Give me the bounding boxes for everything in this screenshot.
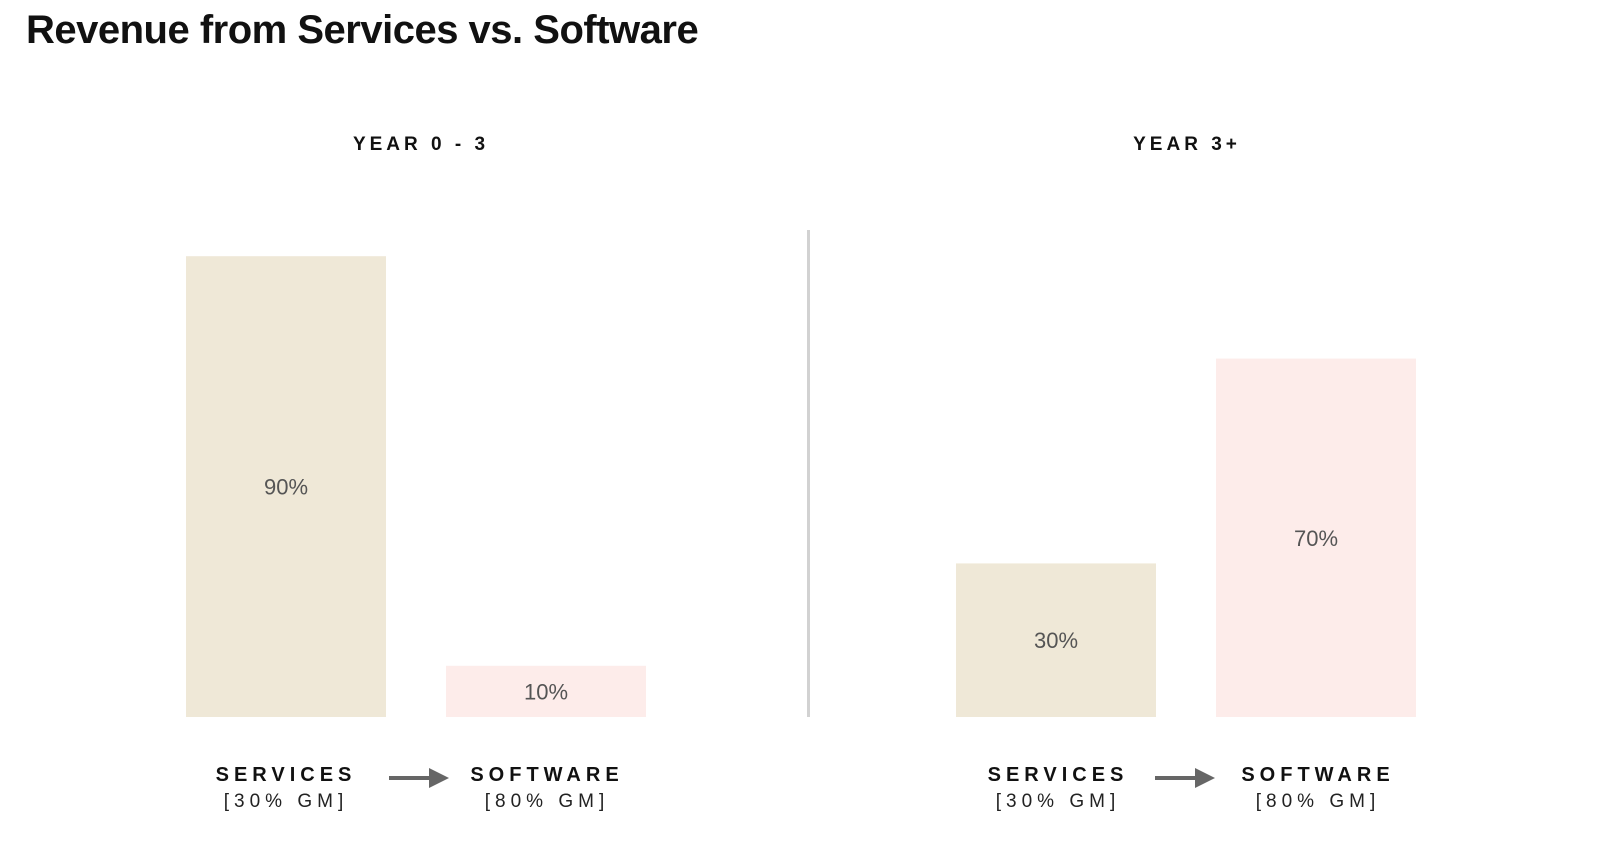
category-label-software-year-0-3: SOFTWARE (470, 764, 624, 786)
bar-value-label-services-year-3-plus: 30% (1034, 628, 1078, 653)
category-sublabel-software-year-0-3: [80% GM] (484, 791, 610, 812)
bar-value-label-software-year-0-3: 10% (524, 679, 568, 704)
bar-software-year-3-plus (1216, 358, 1416, 717)
category-label-services-year-3-plus: SERVICES (987, 764, 1129, 786)
panel-title-year-0-3: YEAR 0 - 3 (352, 134, 490, 155)
chart-title: Revenue from Services vs. Software (26, 8, 699, 52)
bar-services-year-0-3 (186, 256, 386, 717)
category-label-software-year-3-plus: SOFTWARE (1241, 764, 1395, 786)
bar-value-label-software-year-3-plus: 70% (1294, 526, 1338, 551)
category-sublabel-services-year-0-3: [30% GM] (223, 791, 349, 812)
category-sublabel-software-year-3-plus: [80% GM] (1255, 791, 1381, 812)
panel-title-year-3-plus: YEAR 3+ (1133, 134, 1241, 155)
panel-divider (807, 230, 810, 717)
bar-value-label-services-year-0-3: 90% (264, 475, 308, 500)
bar-software-year-0-3 (446, 665, 646, 717)
right-arrow-icon (1155, 768, 1215, 788)
bar-services-year-3-plus (956, 563, 1156, 717)
category-sublabel-services-year-3-plus: [30% GM] (995, 791, 1121, 812)
category-label-services-year-0-3: SERVICES (215, 764, 357, 786)
right-arrow-icon (389, 768, 449, 788)
